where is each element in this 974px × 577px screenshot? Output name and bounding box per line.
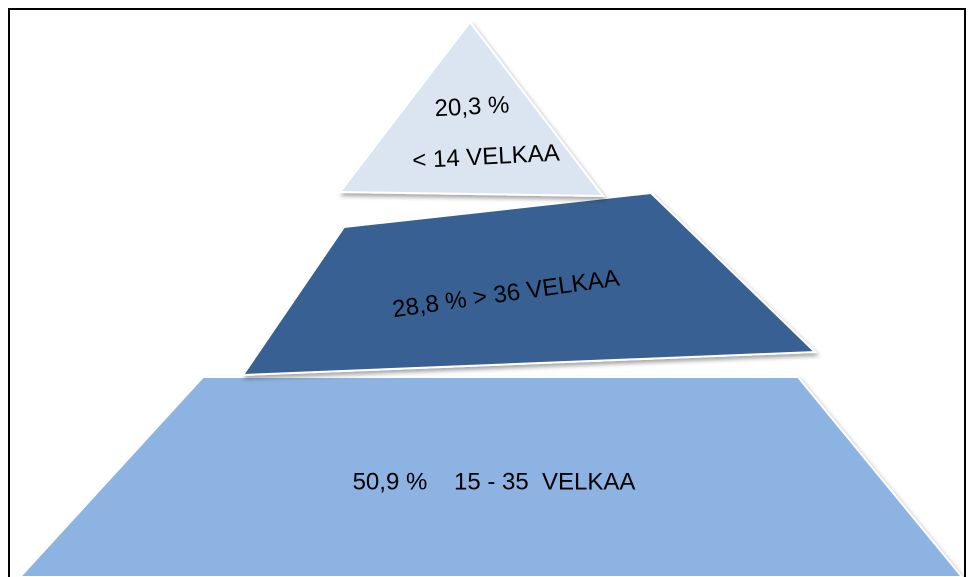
pyramid-middle [241,191,818,377]
pyramid-base [18,376,964,577]
top-label: 20,3 % [434,91,510,122]
pyramid-top [337,20,606,198]
base-label: 50,9 % 15 - 35 VELKAA [353,468,636,495]
